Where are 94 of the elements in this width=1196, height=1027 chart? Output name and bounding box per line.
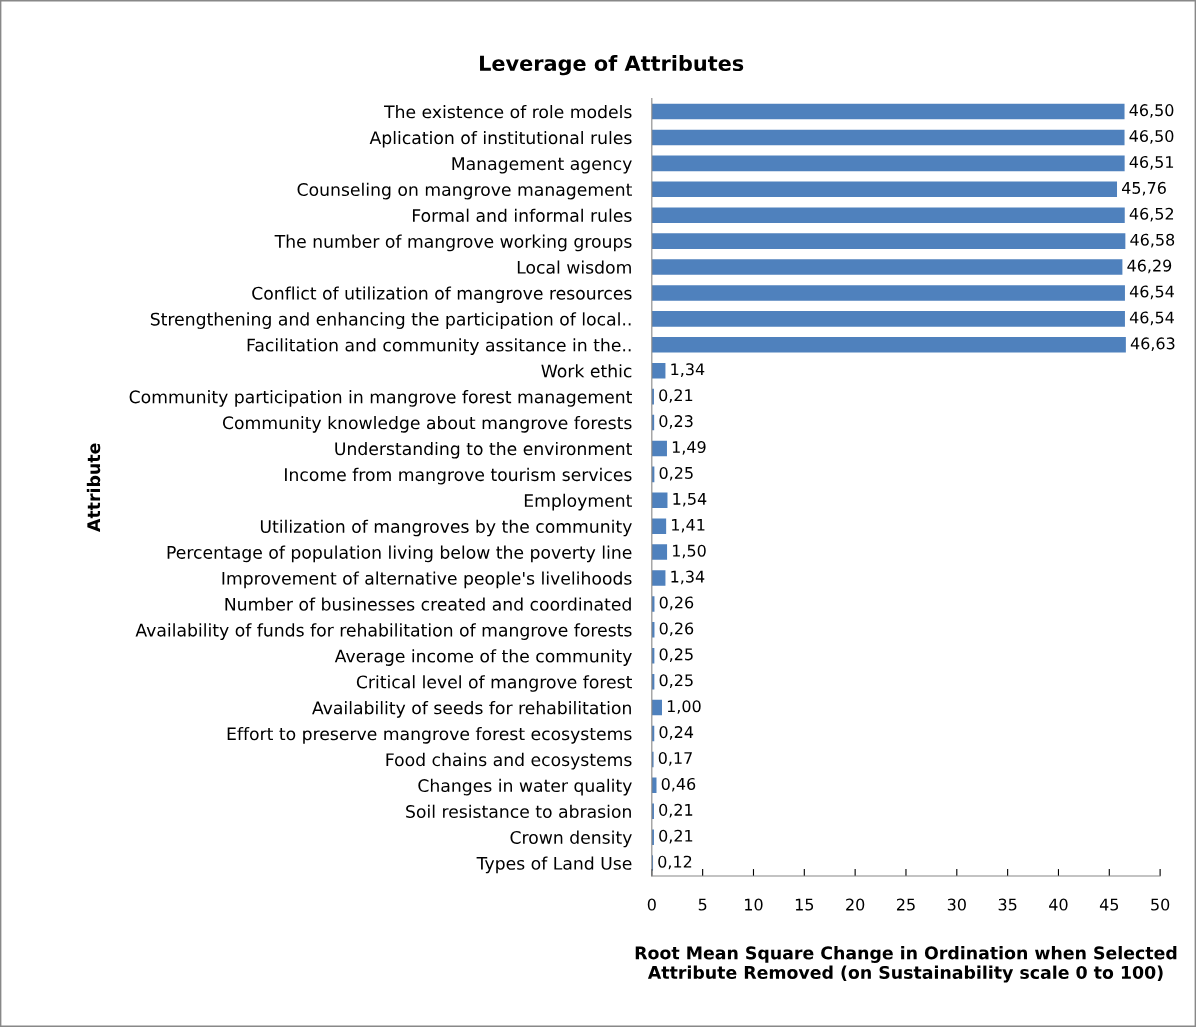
data-label: 46,50 <box>1129 130 1174 144</box>
bar <box>651 103 1125 120</box>
data-label: 1,34 <box>671 363 705 377</box>
data-label: 46,52 <box>1129 207 1174 222</box>
bar <box>651 362 666 379</box>
y-tick-label: Employment <box>524 493 632 511</box>
data-label: 46,54 <box>1129 285 1174 300</box>
data-label: 0,26 <box>659 596 694 611</box>
y-tick-label: Counseling on mangrove management <box>297 182 632 200</box>
data-label: 0,17 <box>658 751 692 766</box>
bar <box>651 440 667 457</box>
y-tick-label: Utilization of mangroves by the community <box>260 519 632 537</box>
bar <box>651 337 1126 353</box>
x-tick-label: 10 <box>745 898 763 911</box>
bar <box>651 518 667 534</box>
data-label: 1,34 <box>671 570 705 585</box>
y-tick-label: Work ethic <box>541 364 632 378</box>
y-tick-label: Food chains and ecosystems <box>386 752 632 770</box>
y-tick-label: The existence of role models <box>384 105 632 119</box>
y-tick-label: Percentage of population living below the poverty line <box>167 545 632 563</box>
data-label: 1,54 <box>673 493 707 507</box>
data-label: 0,21 <box>659 803 693 818</box>
bar <box>651 388 654 405</box>
y-tick-label: Facilitation and community assitance in the.. <box>247 338 631 355</box>
data-label: 46,54 <box>1129 311 1174 326</box>
data-label: 46,63 <box>1130 337 1175 352</box>
x-tick-label: 35 <box>998 898 1017 911</box>
x-tick-label: 45 <box>1099 898 1119 911</box>
data-label: 0,24 <box>659 726 694 740</box>
y-tick-label: Soil resistance to abrasion <box>406 804 631 819</box>
x-tick-label: 40 <box>1049 898 1068 911</box>
x-tick-label: 30 <box>947 898 966 911</box>
y-tick-label: Changes in water quality <box>418 778 632 796</box>
x-axis-title: Root Mean Square Change in Ordination when Selected Attribute Removed (on Sustainability scale 0 to 100) <box>635 946 1177 983</box>
y-tick-label: Understanding to the environment <box>335 441 632 459</box>
data-label: 1,50 <box>672 544 706 559</box>
y-tick-label: Critical level of mangrove forest <box>356 675 632 692</box>
chart-title: Leverage of Attributes <box>480 54 744 76</box>
data-label: 0,21 <box>659 829 693 844</box>
y-tick-label: Average income of the community <box>334 649 632 666</box>
y-tick-label: Improvement of alternative people's livelihoods <box>222 571 632 589</box>
bar <box>651 181 1118 198</box>
data-label: 1,00 <box>667 700 701 714</box>
y-tick-label: Types of Land Use <box>476 856 632 874</box>
y-tick-label: Formal and informal rules <box>412 208 632 222</box>
data-label: 1,41 <box>672 518 705 533</box>
data-label: 46,29 <box>1127 259 1172 274</box>
x-tick-label: 5 <box>698 898 707 911</box>
y-tick-label: Local wisdom <box>517 260 631 274</box>
bar <box>651 207 1125 223</box>
data-label: 46,50 <box>1129 104 1174 118</box>
bar <box>651 259 1123 275</box>
data-label: 0,46 <box>661 777 696 792</box>
y-axis-title: Attribute <box>86 443 101 532</box>
y-tick-label: Number of businesses created and coordinated <box>225 597 631 611</box>
data-label: 0,25 <box>659 674 693 688</box>
bar <box>651 233 1126 249</box>
y-tick-label: Availability of seeds for rehabilitation <box>312 701 631 718</box>
x-tick-label: 20 <box>846 898 865 911</box>
bar <box>651 155 1125 172</box>
x-tick-label: 50 <box>1151 898 1170 911</box>
data-label: 0,23 <box>659 415 693 429</box>
bar <box>651 129 1125 146</box>
data-label: 1,49 <box>672 440 706 455</box>
bar <box>651 803 654 820</box>
bar <box>651 829 654 845</box>
bar <box>651 492 668 509</box>
x-tick-label: 0 <box>647 898 656 911</box>
y-tick-label: The number of mangrove working groups <box>274 234 632 252</box>
bar <box>651 285 1125 301</box>
data-label: 46,51 <box>1129 155 1174 170</box>
bar <box>651 311 1125 327</box>
data-label: 0,12 <box>658 855 692 870</box>
x-tick-label: 15 <box>795 898 814 911</box>
data-label: 0,26 <box>659 622 694 637</box>
data-label: 0,25 <box>659 648 693 663</box>
bar <box>651 699 662 716</box>
y-tick-label: Availability of funds for rehabilitation of mangrove forests <box>135 623 632 640</box>
y-tick-label: Crown density <box>510 830 632 848</box>
y-tick-label: Income from mangrove tourism services <box>285 467 632 485</box>
y-tick-label: Community participation in mangrove forest management <box>129 390 632 407</box>
y-tick-label: Management agency <box>452 157 632 174</box>
data-label: 46,58 <box>1130 233 1175 248</box>
data-label: 45,76 <box>1121 181 1166 196</box>
data-label: 0,25 <box>659 466 693 481</box>
y-tick-label: Effort to preserve mangrove forest ecosystems <box>227 726 632 744</box>
y-tick-label: Conflict of utilization of mangrove resources <box>252 286 632 304</box>
x-tick-label: 25 <box>896 898 915 911</box>
bar <box>651 570 666 586</box>
bar <box>651 544 668 560</box>
y-tick-label: Strengthening and enhancing the participation of local.. <box>150 312 631 329</box>
y-tick-label: Community knowledge about mangrove forests <box>222 415 632 433</box>
y-tick-label: Aplication of institutional rules <box>369 130 632 148</box>
data-label: 0,21 <box>659 389 693 403</box>
